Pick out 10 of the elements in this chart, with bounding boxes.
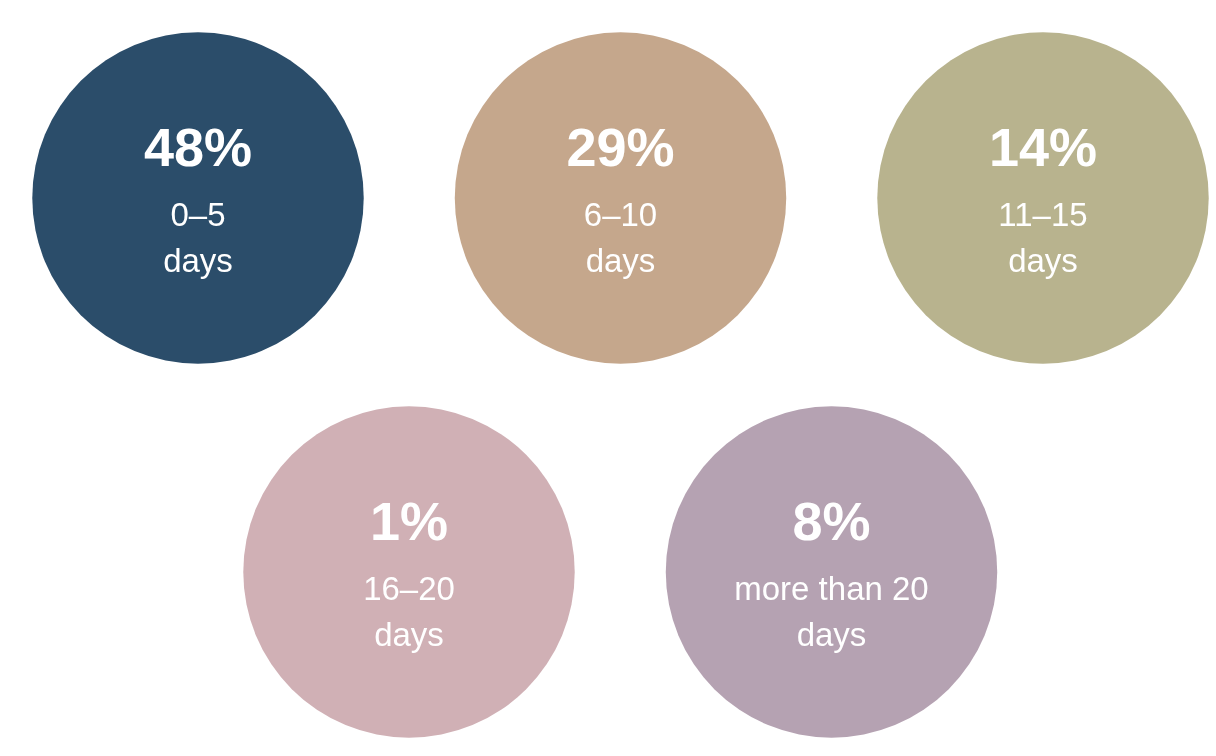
category-label: 11–15 days [998, 196, 1088, 279]
category-label: 6–10 days [583, 196, 658, 279]
category-label: 16–20 days [363, 570, 455, 653]
data-label: 14% [988, 117, 1098, 177]
category-label: more than 20 days [734, 570, 929, 653]
category-label: 0–5 days [163, 196, 233, 279]
data-label: 8% [792, 491, 871, 551]
data-label: 29% [566, 117, 675, 177]
data-label: 48% [143, 117, 253, 177]
data-label: 1% [369, 491, 449, 551]
